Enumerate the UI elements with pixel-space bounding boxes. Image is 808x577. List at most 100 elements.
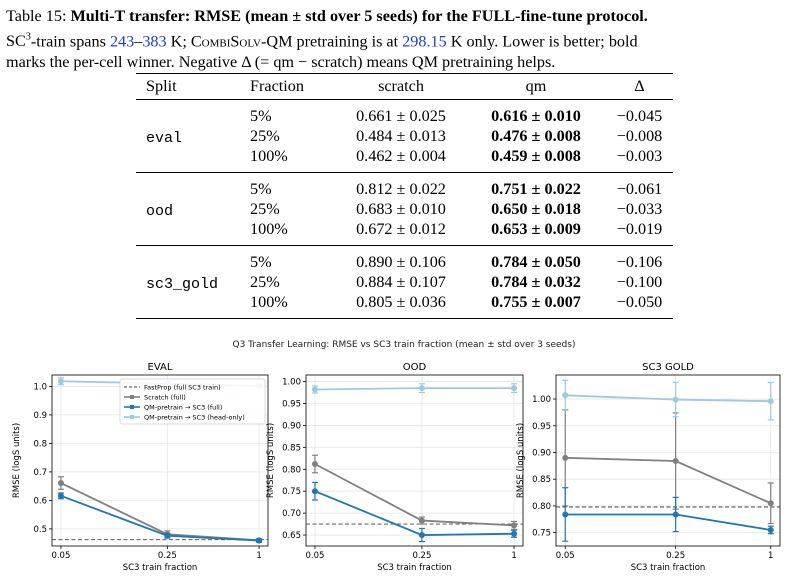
- y-tick-label: 0.85: [532, 475, 551, 485]
- col-header-qm: qm: [525, 77, 547, 95]
- delta-cell: −0.050: [616, 293, 663, 311]
- y-tick-label: 0.75: [282, 487, 301, 497]
- y-axis-label: RMSE (logS units): [516, 423, 526, 498]
- x-tick-label: 1: [511, 551, 516, 561]
- x-tick-label: 1: [256, 551, 261, 561]
- y-tick-label: 0.90: [282, 421, 301, 431]
- qm-cell: 0.476 ± 0.008: [491, 127, 581, 145]
- qm-cell: 0.784 ± 0.032: [491, 273, 581, 291]
- y-tick-label: 0.90: [532, 448, 551, 458]
- series-line: [60, 494, 260, 542]
- x-tick-label: 0.25: [412, 551, 431, 561]
- table-caption: Table 15: Multi-T transfer: RMSE (mean ±…: [6, 6, 804, 73]
- x-axis-label: SC3 train fraction: [631, 563, 706, 573]
- scratch-cell: 0.462 ± 0.004: [356, 147, 446, 165]
- data-point: [418, 385, 425, 392]
- temperature-link[interactable]: 298.15: [402, 32, 447, 51]
- delta-cell: −0.019: [616, 220, 663, 238]
- table-row: sc3_gold 5% 0.890 ± 0.106 0.784 ± 0.050 …: [136, 245, 673, 293]
- delta-cell: −0.045: [616, 107, 663, 125]
- chart-title: SC3 GOLD: [642, 362, 694, 373]
- table-row: 25% 0.884 ± 0.107 0.784 ± 0.032 −0.100: [136, 272, 673, 292]
- data-point: [672, 458, 679, 465]
- scratch-cell: 0.890 ± 0.106: [356, 253, 446, 271]
- data-point: [767, 500, 774, 507]
- x-axis-label: SC3 train fraction: [377, 563, 452, 573]
- y-tick-label: 0.8: [33, 439, 47, 449]
- table-row: 25% 0.484 ± 0.013 0.476 ± 0.008 −0.008: [136, 126, 673, 146]
- y-tick-label: 0.9: [33, 411, 47, 421]
- x-axis-label: SC3 train fraction: [123, 563, 198, 573]
- series-qm-pretrain-sc3-head-only: [57, 377, 263, 389]
- sc3-symbol: SC3: [6, 32, 31, 51]
- group-eval: eval 5% 0.661 ± 0.025 0.616 ± 0.010 −0.0…: [136, 99, 673, 173]
- fraction-cell: 5%: [250, 253, 272, 271]
- caption-line-2: SC3-train spans 243–383 K; CombiSolv-QM …: [6, 32, 638, 51]
- delta-cell: −0.003: [616, 147, 663, 165]
- caption-label: Table 15:: [6, 7, 67, 25]
- caption-title: Multi-T transfer: RMSE (mean ± std over …: [70, 7, 648, 25]
- y-tick-label: 0.6: [33, 496, 47, 506]
- qm-cell: 0.650 ± 0.018: [491, 200, 581, 218]
- series-qm-pretrain-sc3-full: [562, 487, 774, 542]
- x-tick-label: 0.05: [305, 551, 324, 561]
- data-point: [57, 480, 64, 487]
- series-line: [60, 380, 260, 387]
- figure-title: Q3 Transfer Learning: RMSE vs SC3 train …: [232, 340, 576, 350]
- table-row: eval 5% 0.661 ± 0.025 0.616 ± 0.010 −0.0…: [136, 99, 673, 147]
- y-axis-label: RMSE (logS units): [12, 423, 22, 498]
- y-tick-label: 0.65: [282, 531, 301, 541]
- series-line: [314, 387, 515, 391]
- split-label: sc3_gold: [146, 276, 219, 293]
- temp-range-high-link[interactable]: 383: [142, 32, 167, 51]
- group-ood: ood 5% 0.812 ± 0.022 0.751 ± 0.022 −0.06…: [136, 172, 673, 246]
- data-point: [57, 492, 64, 499]
- series-line: [314, 463, 515, 527]
- legend-label: QM-pretrain → SC3 (full): [144, 404, 222, 412]
- data-point: [256, 537, 263, 544]
- split-label: eval: [146, 130, 183, 147]
- y-tick-label: 0.75: [532, 529, 551, 539]
- qm-cell: 0.459 ± 0.008: [491, 147, 581, 165]
- fraction-cell: 5%: [250, 180, 272, 198]
- results-table: Split Fraction scratch qm Δ eval 5% 0.66…: [136, 73, 673, 319]
- delta-cell: −0.061: [616, 180, 663, 198]
- y-axis-label: RMSE (logS units): [266, 423, 276, 498]
- group-sc3-gold: sc3_gold 5% 0.890 ± 0.106 0.784 ± 0.050 …: [136, 245, 673, 319]
- scratch-cell: 0.683 ± 0.010: [356, 200, 446, 218]
- scratch-cell: 0.884 ± 0.107: [356, 273, 446, 291]
- series-line: [565, 513, 771, 531]
- data-point: [511, 385, 518, 392]
- y-tick-label: 0.5: [33, 525, 47, 535]
- y-tick-label: 0.80: [282, 465, 301, 475]
- fraction-cell: 25%: [250, 273, 280, 291]
- y-tick-label: 0.7: [33, 468, 47, 478]
- fraction-cell: 100%: [250, 220, 288, 238]
- series-scratch-full: [562, 409, 774, 525]
- legend-label: QM-pretrain → SC3 (head-only): [144, 414, 245, 422]
- series-line: [314, 490, 515, 536]
- series-line: [60, 482, 260, 542]
- temp-range-low-link[interactable]: 243: [109, 32, 135, 51]
- chart-eval: EVAL 0.5 0.6 0.7 0.8 0.9 1.0 0.05 0.25 1 SC3 train…: [12, 362, 269, 573]
- table-row: 100% 0.805 ± 0.036 0.755 ± 0.007 −0.050: [136, 292, 673, 319]
- data-point: [311, 386, 318, 393]
- plot-frame: [555, 374, 781, 547]
- data-point: [562, 392, 569, 399]
- legend-marker: [130, 395, 134, 399]
- y-tick-label: 0.95: [532, 422, 551, 432]
- data-point: [164, 531, 171, 538]
- qm-cell: 0.653 ± 0.009: [491, 220, 581, 238]
- data-point: [562, 511, 569, 518]
- x-tick-label: 1: [768, 551, 773, 561]
- delta-cell: −0.106: [616, 253, 663, 271]
- data-point: [511, 530, 518, 537]
- legend-box: [119, 378, 266, 425]
- legend-marker: [130, 405, 134, 409]
- caption-line-3: marks the per-cell winner. Negative Δ (=…: [6, 53, 556, 72]
- table-row: ood 5% 0.812 ± 0.022 0.751 ± 0.022 −0.06…: [136, 172, 673, 220]
- series-scratch-full: [57, 476, 263, 544]
- y-tick-label: 0.85: [282, 443, 301, 453]
- series-qm-pretrain-sc3-full: [311, 481, 518, 543]
- y-tick-label: 1.00: [532, 395, 551, 405]
